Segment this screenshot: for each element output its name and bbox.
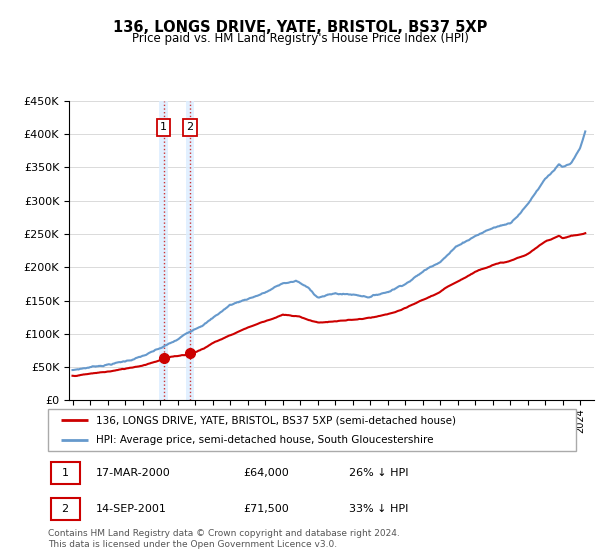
FancyBboxPatch shape [50, 498, 80, 520]
Text: 1: 1 [160, 123, 167, 132]
Text: 17-MAR-2000: 17-MAR-2000 [95, 468, 170, 478]
Text: 2: 2 [62, 505, 69, 515]
Text: 136, LONGS DRIVE, YATE, BRISTOL, BS37 5XP (semi-detached house): 136, LONGS DRIVE, YATE, BRISTOL, BS37 5X… [95, 415, 455, 425]
FancyBboxPatch shape [50, 463, 80, 484]
FancyBboxPatch shape [48, 409, 576, 451]
Bar [185, 101, 194, 400]
Text: 2: 2 [187, 123, 193, 132]
Text: Contains HM Land Registry data © Crown copyright and database right 2024.
This d: Contains HM Land Registry data © Crown c… [48, 529, 400, 549]
Bar [160, 101, 168, 400]
Text: 26% ↓ HPI: 26% ↓ HPI [349, 468, 409, 478]
Text: HPI: Average price, semi-detached house, South Gloucestershire: HPI: Average price, semi-detached house,… [95, 435, 433, 445]
Text: £64,000: £64,000 [244, 468, 289, 478]
Text: Price paid vs. HM Land Registry's House Price Index (HPI): Price paid vs. HM Land Registry's House … [131, 32, 469, 45]
Text: 136, LONGS DRIVE, YATE, BRISTOL, BS37 5XP: 136, LONGS DRIVE, YATE, BRISTOL, BS37 5X… [113, 20, 487, 35]
Text: 33% ↓ HPI: 33% ↓ HPI [349, 505, 409, 515]
Text: 14-SEP-2001: 14-SEP-2001 [95, 505, 166, 515]
Text: £71,500: £71,500 [244, 505, 289, 515]
Text: 1: 1 [62, 468, 68, 478]
